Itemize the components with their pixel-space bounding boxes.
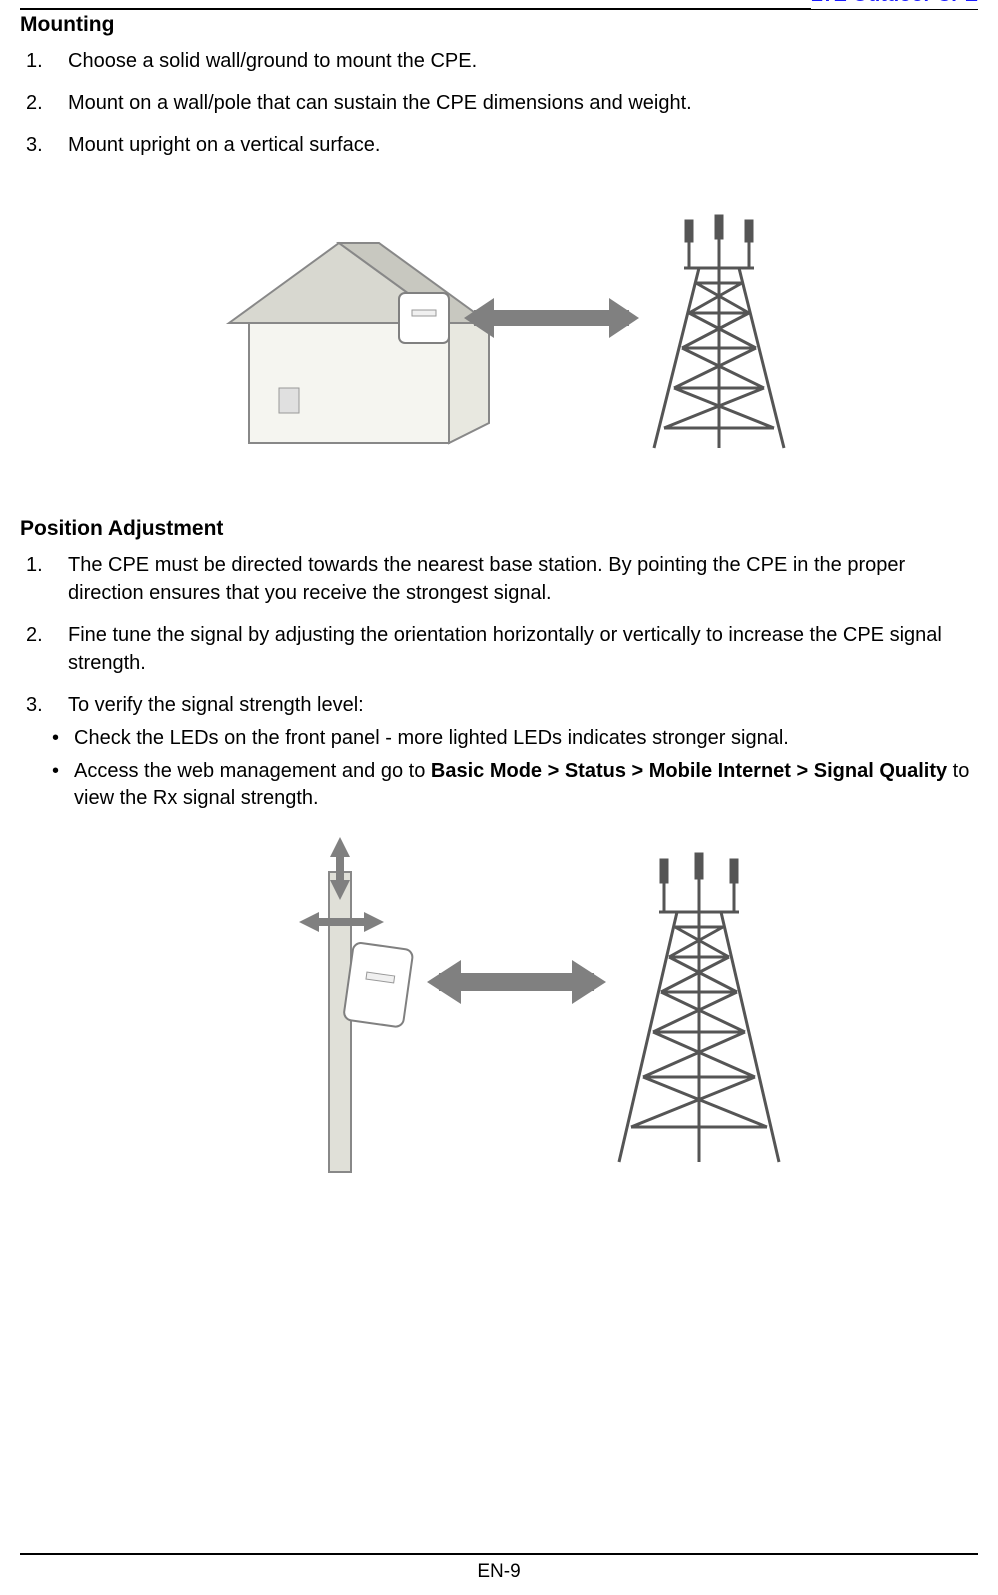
list-number: 3. (26, 131, 68, 159)
position-heading: Position Adjustment (20, 517, 978, 541)
list-item: 3. To verify the signal strength level: (20, 691, 978, 719)
list-item: 2. Mount on a wall/pole that can sustain… (20, 89, 978, 117)
list-text: To verify the signal strength level: (68, 691, 978, 719)
list-text: Fine tune the signal by adjusting the or… (68, 621, 978, 677)
mounting-list: 1. Choose a solid wall/ground to mount t… (20, 47, 978, 159)
mounting-figure (20, 173, 978, 473)
page-header: LTE Outdoor CPE (20, 0, 978, 9)
position-sublist: • Check the LEDs on the front panel - mo… (20, 725, 978, 812)
list-number: 1. (26, 47, 68, 75)
list-number: 2. (26, 89, 68, 117)
list-item: • Check the LEDs on the front panel - mo… (52, 725, 978, 752)
list-text: Check the LEDs on the front panel - more… (74, 725, 978, 752)
list-text: Choose a solid wall/ground to mount the … (68, 47, 978, 75)
list-number: 2. (26, 621, 68, 677)
position-figure (20, 832, 978, 1192)
list-number: 3. (26, 691, 68, 719)
arrow-icon (464, 298, 639, 338)
list-text: Access the web management and go to Basi… (74, 758, 978, 812)
pole-icon (299, 837, 413, 1172)
list-text: Mount upright on a vertical surface. (68, 131, 978, 159)
list-text: Mount on a wall/pole that can sustain th… (68, 89, 978, 117)
list-item: 3. Mount upright on a vertical surface. (20, 131, 978, 159)
tower-icon (619, 854, 779, 1162)
list-item: 2. Fine tune the signal by adjusting the… (20, 621, 978, 677)
page-number: EN-9 (0, 1561, 998, 1583)
house-tower-diagram (199, 173, 799, 473)
document-page: LTE Outdoor CPE Mounting 1. Choose a sol… (0, 0, 998, 1220)
cpe-tower-diagram (199, 832, 799, 1192)
text-prefix: Access the web management and go to (74, 760, 431, 782)
list-text: The CPE must be directed towards the nea… (68, 551, 978, 607)
position-list: 1. The CPE must be directed towards the … (20, 551, 978, 719)
header-title: LTE Outdoor CPE (811, 0, 978, 9)
bullet-icon: • (52, 725, 74, 752)
house-icon (229, 243, 489, 443)
list-item: • Access the web management and go to Ba… (52, 758, 978, 812)
nav-path-bold: Basic Mode > Status > Mobile Internet > … (431, 760, 947, 782)
mounting-heading: Mounting (20, 13, 978, 37)
arrow-icon (427, 960, 606, 1004)
bullet-icon: • (52, 758, 74, 812)
tower-icon (654, 216, 784, 448)
list-number: 1. (26, 551, 68, 607)
footer-rule (20, 1553, 978, 1555)
list-item: 1. The CPE must be directed towards the … (20, 551, 978, 607)
list-item: 1. Choose a solid wall/ground to mount t… (20, 47, 978, 75)
